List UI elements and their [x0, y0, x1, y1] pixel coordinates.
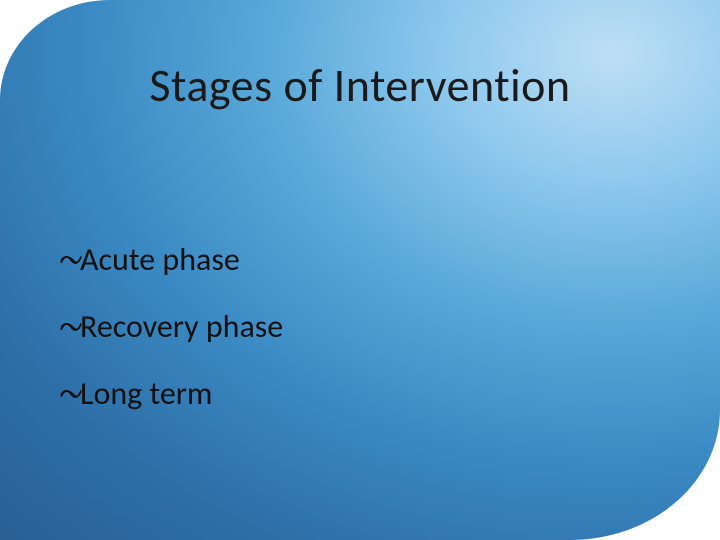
bullet-text: Long term	[80, 374, 212, 413]
slide: Stages of Intervention Acute phase Recov…	[0, 0, 720, 540]
bullet-text: Recovery phase	[80, 307, 283, 346]
list-item: Long term	[58, 374, 283, 413]
list-item: Acute phase	[58, 240, 283, 279]
slide-title: Stages of Intervention	[0, 58, 720, 114]
bullet-text: Acute phase	[80, 240, 240, 279]
bullet-list: Acute phase Recovery phase Long term	[58, 240, 283, 441]
list-item: Recovery phase	[58, 307, 283, 346]
